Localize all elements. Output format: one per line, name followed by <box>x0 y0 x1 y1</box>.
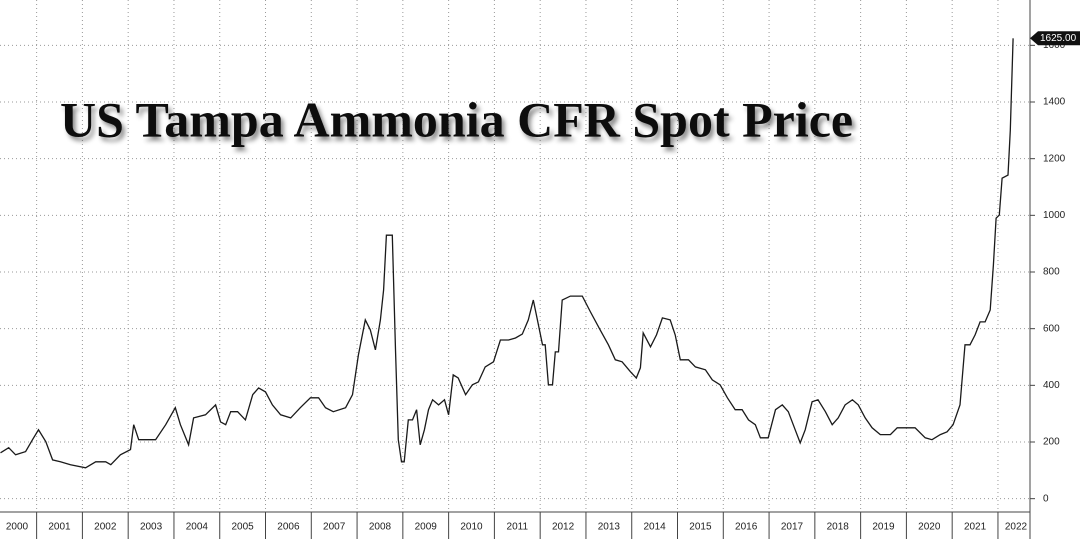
x-tick-label: 2012 <box>552 522 575 533</box>
last-value-label: 1625.00 <box>1040 33 1077 44</box>
x-tick-label: 2001 <box>48 522 71 533</box>
x-tick-label: 2000 <box>6 522 29 533</box>
y-tick-label: 600 <box>1043 323 1060 334</box>
chart-title: US Tampa Ammonia CFR Spot Price <box>60 91 853 147</box>
x-tick-label: 2021 <box>964 522 987 533</box>
x-tick-label: 2018 <box>827 522 850 533</box>
y-tick-label: 1400 <box>1043 97 1066 108</box>
x-tick-label: 2015 <box>689 522 712 533</box>
x-tick-label: 2004 <box>186 522 209 533</box>
x-tick-label: 2013 <box>598 522 621 533</box>
x-tick-label: 2005 <box>231 522 254 533</box>
x-tick-label: 2002 <box>94 522 117 533</box>
x-tick-label: 2017 <box>781 522 804 533</box>
x-tick-label: 2016 <box>735 522 758 533</box>
y-tick-label: 1600 <box>1043 40 1066 51</box>
y-tick-label: 1000 <box>1043 210 1066 221</box>
x-tick-label: 2003 <box>140 522 163 533</box>
y-tick-label: 1200 <box>1043 153 1066 164</box>
x-tick-label: 2006 <box>277 522 300 533</box>
y-tick-label: 0 <box>1043 493 1049 504</box>
last-value-tag <box>1030 31 1080 46</box>
x-tick-label: 2007 <box>323 522 346 533</box>
grid <box>0 0 1030 512</box>
y-tick-label: 800 <box>1043 267 1060 278</box>
x-tick-label: 2014 <box>643 522 666 533</box>
x-tick-label: 2008 <box>369 522 392 533</box>
x-tick-label: 2022 <box>1005 522 1028 533</box>
y-tick-label: 200 <box>1043 437 1060 448</box>
x-tick-label: 2011 <box>507 522 529 533</box>
x-tick-label: 2020 <box>918 522 941 533</box>
x-tick-label: 2010 <box>460 522 483 533</box>
price-line <box>0 38 1014 469</box>
x-tick-label: 2019 <box>872 522 895 533</box>
x-tick-label: 2009 <box>415 522 438 533</box>
y-tick-label: 400 <box>1043 380 1060 391</box>
